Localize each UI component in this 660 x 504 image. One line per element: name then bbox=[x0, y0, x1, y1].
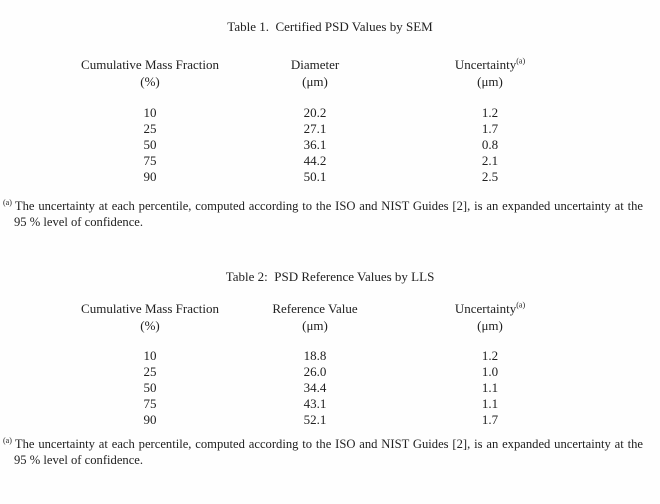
column-header-uncertainty-label: Uncertainty bbox=[454, 57, 517, 72]
table-cell: 10 bbox=[143, 348, 157, 363]
table-cell: 0.8 bbox=[481, 137, 499, 152]
table-cell: 50 bbox=[143, 137, 157, 152]
table-1-title: Table 1. Certified PSD Values by SEM bbox=[227, 19, 433, 34]
table-cell: 36.1 bbox=[303, 137, 327, 152]
table-cell: 2.5 bbox=[481, 169, 499, 184]
table-cell: 1.2 bbox=[481, 348, 499, 363]
table-cell: 26.0 bbox=[303, 364, 327, 379]
column-unit-micrometer: (μm) bbox=[302, 317, 328, 333]
table-cell: 2.1 bbox=[481, 153, 499, 168]
table-cell: 34.4 bbox=[303, 380, 327, 395]
table-cell: 10 bbox=[143, 105, 157, 120]
column-unit-micrometer: (μm) bbox=[477, 73, 503, 89]
table-cell: 90 bbox=[143, 169, 157, 184]
column-unit-micrometer: (μm) bbox=[302, 73, 328, 89]
column-header-reference-value: Reference Value bbox=[272, 301, 358, 316]
table-1-header: Cumulative Mass Fraction Diameter Uncert… bbox=[40, 57, 610, 90]
column-header-diameter: Diameter bbox=[290, 57, 340, 72]
footnote-line-1: (a) The uncertainty at each percentile, c… bbox=[3, 436, 643, 452]
table-cell: 44.2 bbox=[303, 153, 327, 168]
footnote-text: The uncertainty at each percentile, comp… bbox=[14, 199, 643, 213]
column-header-mass-fraction: Cumulative Mass Fraction bbox=[81, 57, 219, 72]
table-cell: 1.7 bbox=[481, 412, 499, 427]
footnote-line-2: 95 % level of confidence. bbox=[14, 453, 144, 467]
table-cell: 1.0 bbox=[481, 364, 499, 379]
table-cell: 75 bbox=[143, 396, 157, 411]
table-2-footnote: (a) The uncertainty at each percentile, c… bbox=[3, 436, 643, 468]
table-cell: 50 bbox=[143, 380, 157, 395]
table-cell: 27.1 bbox=[303, 121, 327, 136]
table-cell: 90 bbox=[143, 412, 157, 427]
footnote-marker: (a) bbox=[3, 197, 12, 207]
column-unit-percent: (%) bbox=[140, 73, 160, 89]
table-1-body: 10 20.2 1.2 25 27.1 1.7 50 36.1 0.8 75 4… bbox=[40, 105, 610, 185]
table-cell: 18.8 bbox=[303, 348, 327, 363]
table-cell: 1.7 bbox=[481, 121, 499, 136]
table-cell: 20.2 bbox=[303, 105, 327, 120]
table-cell: 52.1 bbox=[303, 412, 327, 427]
column-header-uncertainty-label: Uncertainty bbox=[454, 301, 517, 316]
table-cell: 43.1 bbox=[303, 396, 327, 411]
footnote-line-2: 95 % level of confidence. bbox=[14, 215, 144, 229]
table-cell: 75 bbox=[143, 153, 157, 168]
table-cell: 1.2 bbox=[481, 105, 499, 120]
column-header-mass-fraction: Cumulative Mass Fraction bbox=[81, 301, 219, 316]
table-1-footnote: (a) The uncertainty at each percentile, c… bbox=[3, 198, 643, 230]
table-cell: 25 bbox=[143, 121, 157, 136]
column-unit-percent: (%) bbox=[140, 317, 160, 333]
table-2-title: Table 2: PSD Reference Values by LLS bbox=[225, 269, 435, 284]
column-header-uncertainty: Uncertainty(a) bbox=[370, 301, 610, 318]
footnote-text: The uncertainty at each percentile, comp… bbox=[14, 437, 643, 451]
table-cell: 50.1 bbox=[303, 169, 327, 184]
table-cell: 25 bbox=[143, 364, 157, 379]
column-header-uncertainty: Uncertainty(a) bbox=[370, 57, 610, 74]
footnote-reference-superscript: (a) bbox=[516, 300, 526, 310]
table-cell: 1.1 bbox=[481, 396, 499, 411]
footnote-line-1: (a) The uncertainty at each percentile, c… bbox=[3, 198, 643, 214]
table-2-header: Cumulative Mass Fraction Reference Value… bbox=[40, 301, 610, 334]
column-unit-micrometer: (μm) bbox=[477, 317, 503, 333]
table-2-body: 10 18.8 1.2 25 26.0 1.0 50 34.4 1.1 75 4… bbox=[40, 348, 610, 428]
footnote-reference-superscript: (a) bbox=[516, 56, 526, 66]
footnote-marker: (a) bbox=[3, 435, 12, 445]
table-cell: 1.1 bbox=[481, 380, 499, 395]
